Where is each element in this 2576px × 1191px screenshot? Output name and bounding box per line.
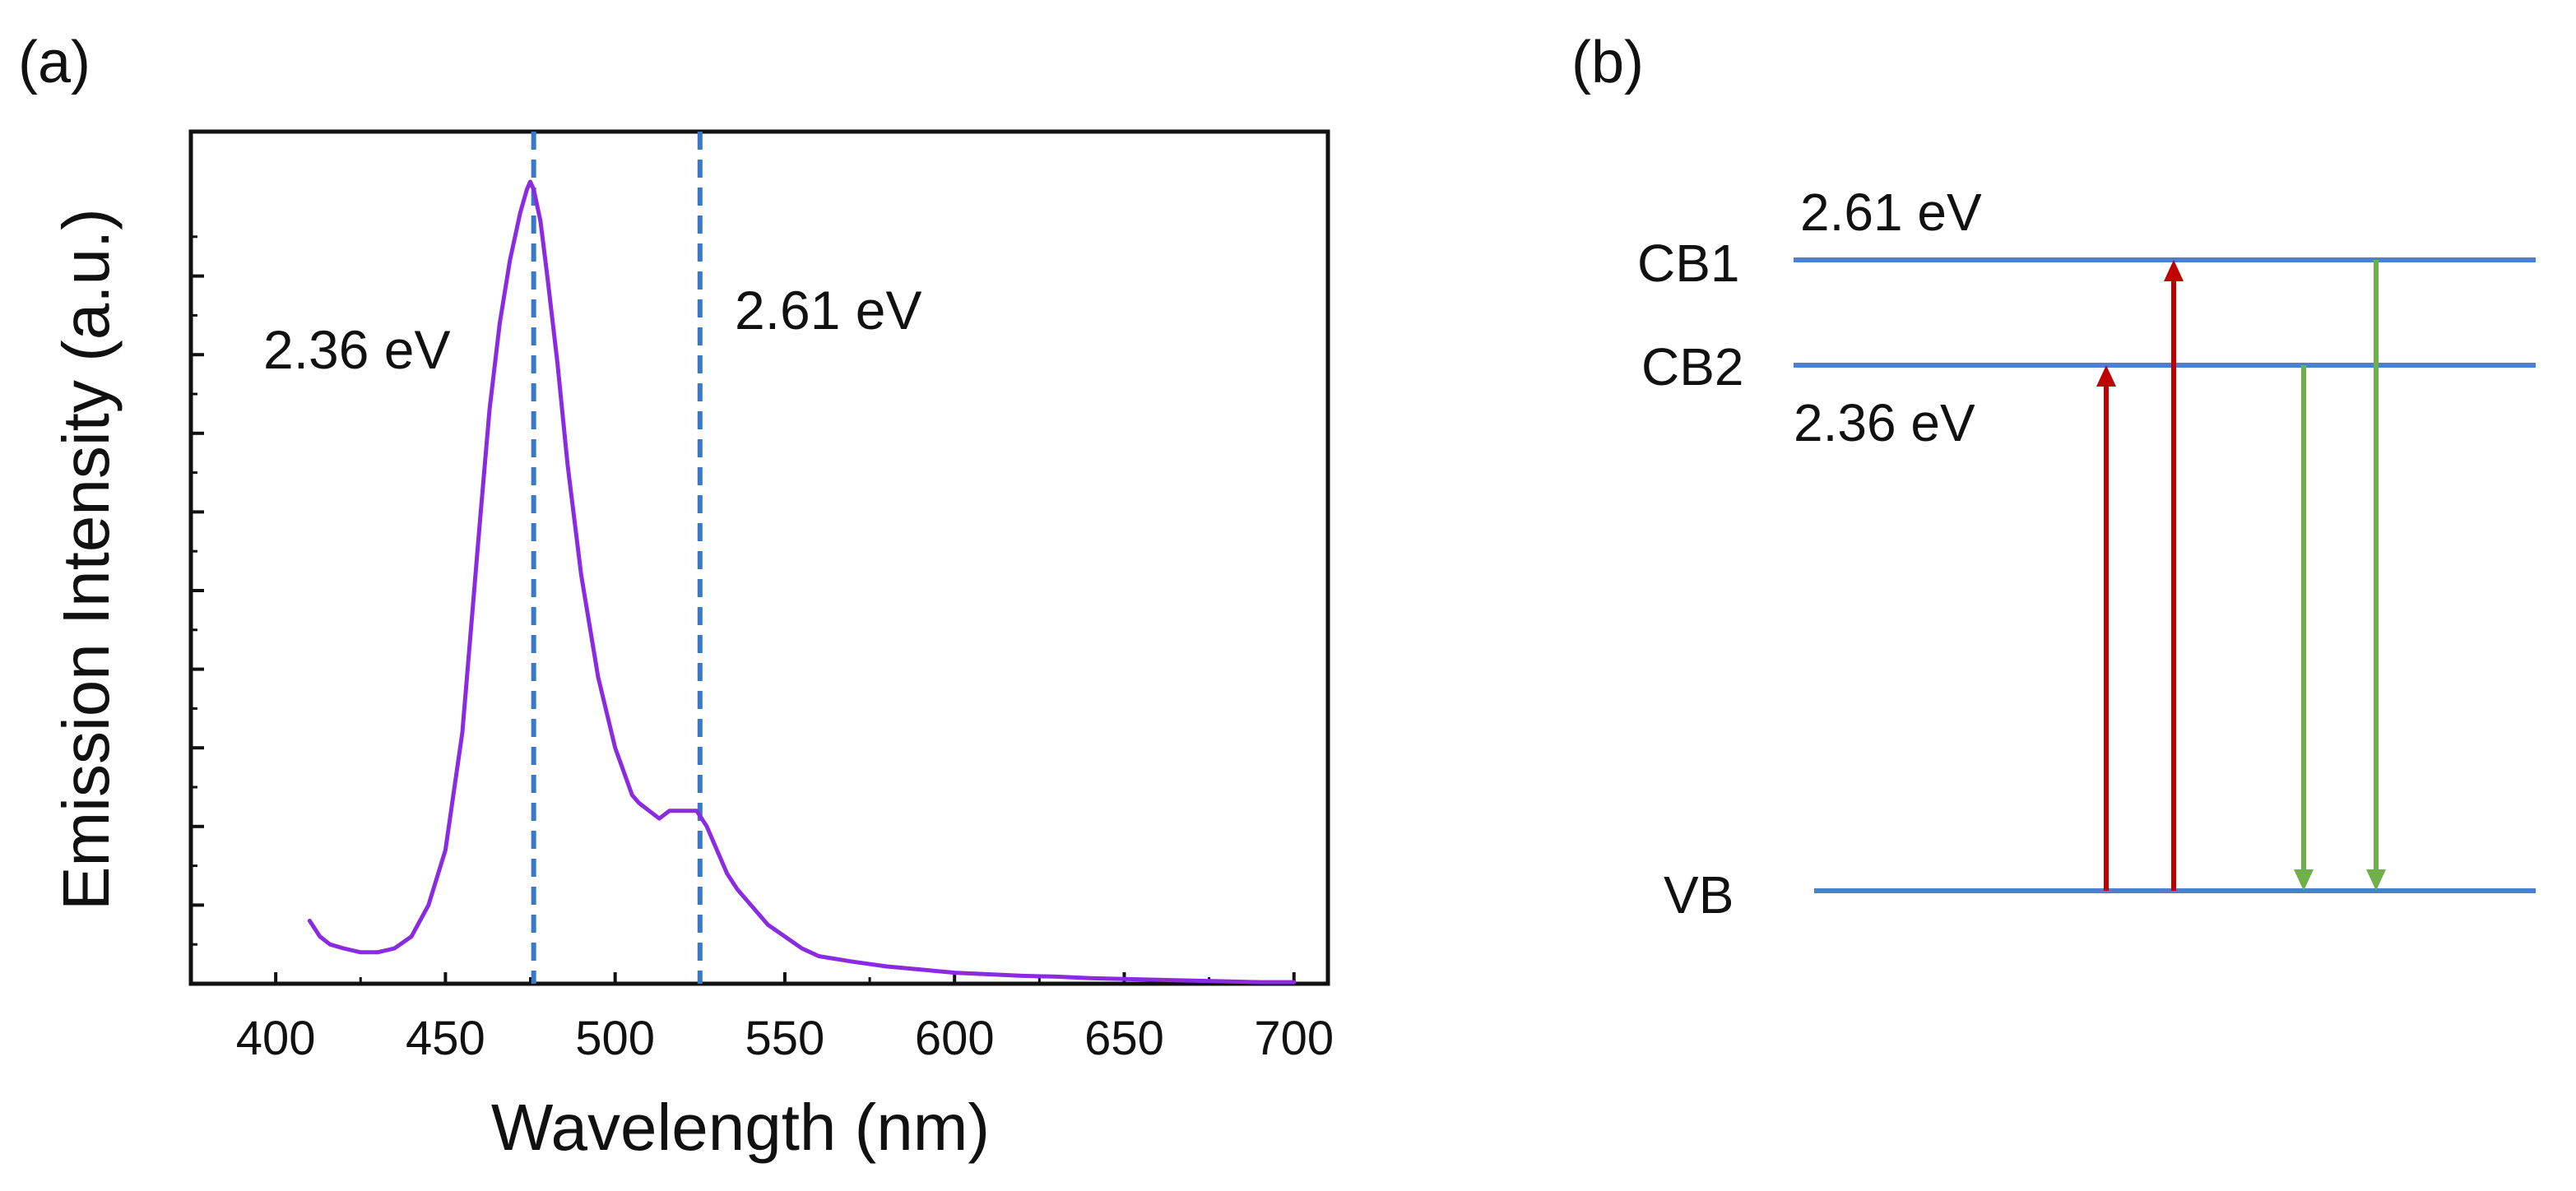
x-tick-label: 600 bbox=[915, 1012, 995, 1065]
level-cb2-energy: 2.36 eV bbox=[1794, 393, 1975, 452]
panel-b-energy-diagram: (b) CB1 2.61 eV CB2 2.36 eV VB bbox=[1571, 30, 2536, 925]
level-vb-label: VB bbox=[1664, 865, 1734, 925]
peak-label-2-36-ev: 2.36 eV bbox=[263, 319, 451, 380]
reference-lines bbox=[531, 132, 703, 984]
panel-a-label: (a) bbox=[18, 30, 91, 95]
panel-a-emission-spectrum: (a) 400 450 500 550 600 650 700 2.36 eV 2.61 e… bbox=[18, 30, 1334, 1164]
level-cb1-label: CB1 bbox=[1637, 234, 1740, 293]
plot-frame bbox=[188, 129, 1330, 986]
y-axis-ticks bbox=[191, 235, 204, 946]
x-tick-label: 500 bbox=[575, 1012, 655, 1065]
level-cb2-label: CB2 bbox=[1641, 337, 1744, 396]
transition-arrows bbox=[2096, 260, 2386, 891]
emission-curve bbox=[307, 179, 1297, 985]
x-axis-label: Wavelength (nm) bbox=[491, 1091, 990, 1164]
level-cb1-energy: 2.61 eV bbox=[1800, 183, 1982, 242]
absorption-arrow bbox=[2164, 260, 2184, 891]
panel-b-label: (b) bbox=[1571, 30, 1644, 95]
x-tick-label: 650 bbox=[1084, 1012, 1164, 1065]
x-tick-label: 700 bbox=[1254, 1012, 1334, 1065]
emission-arrow bbox=[2294, 365, 2314, 891]
x-tick-label: 450 bbox=[406, 1012, 485, 1065]
x-tick-label: 400 bbox=[236, 1012, 316, 1065]
emission-arrow bbox=[2366, 260, 2386, 891]
absorption-arrow bbox=[2096, 365, 2116, 891]
y-axis-label: Emission Intensity (a.u.) bbox=[49, 208, 123, 911]
x-axis-tick-labels: 400 450 500 550 600 650 700 bbox=[236, 1012, 1334, 1065]
x-tick-label: 550 bbox=[745, 1012, 825, 1065]
peak-label-2-61-ev: 2.61 eV bbox=[735, 280, 922, 341]
